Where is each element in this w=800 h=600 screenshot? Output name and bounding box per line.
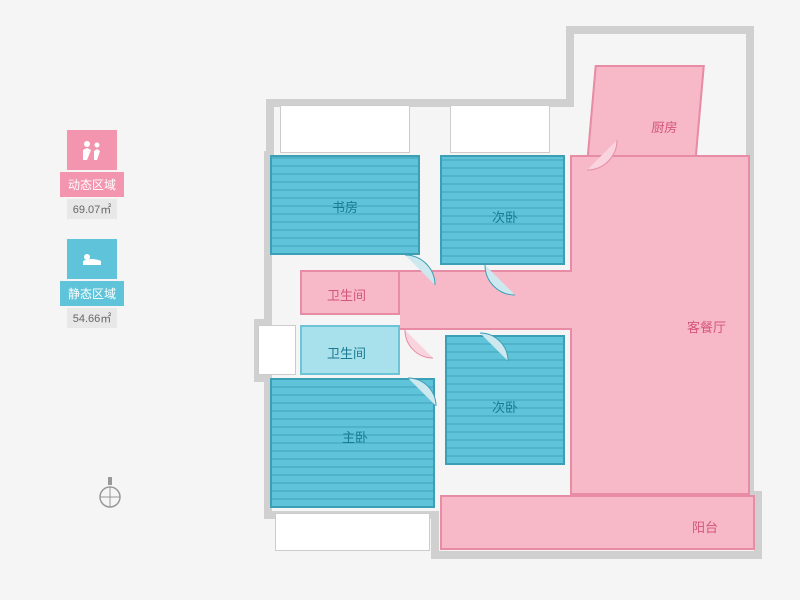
study-label: 书房 <box>332 197 358 216</box>
people-icon <box>67 130 117 170</box>
bedroom2b-label: 次卧 <box>492 397 518 416</box>
balcony-label: 阳台 <box>692 517 718 536</box>
floorplan-canvas: 厨房 客餐厅 书房 次卧 卫生间 卫生间 主卧 次卧 阳台 <box>230 25 770 585</box>
legend-static: 静态区域 54.66㎡ <box>60 239 124 328</box>
room-bath2: 卫生间 <box>300 325 400 375</box>
room-bedroom2a: 次卧 <box>440 155 565 265</box>
room-balcony: 阳台 <box>440 495 755 550</box>
living-label: 客餐厅 <box>687 317 726 336</box>
legend-dynamic-value: 69.07㎡ <box>67 199 118 219</box>
compass-icon <box>95 475 125 505</box>
room-study: 书房 <box>270 155 420 255</box>
window <box>450 105 550 153</box>
legend-static-value: 54.66㎡ <box>67 308 118 328</box>
legend-dynamic: 动态区域 69.07㎡ <box>60 130 124 219</box>
room-bedroom2b: 次卧 <box>445 335 565 465</box>
window <box>275 513 430 551</box>
legend-dynamic-label: 动态区域 <box>60 172 124 197</box>
legend-panel: 动态区域 69.07㎡ 静态区域 54.66㎡ <box>60 130 124 348</box>
legend-static-label: 静态区域 <box>60 281 124 306</box>
window <box>280 105 410 153</box>
bath2-label: 卫生间 <box>327 343 366 362</box>
room-corridor <box>400 270 572 330</box>
window <box>258 325 296 375</box>
room-bath1: 卫生间 <box>300 270 400 315</box>
kitchen-label: 厨房 <box>651 117 679 136</box>
room-living: 客餐厅 <box>570 155 750 495</box>
room-master: 主卧 <box>270 378 435 508</box>
sleep-icon <box>67 239 117 279</box>
master-label: 主卧 <box>342 427 368 446</box>
bedroom2a-label: 次卧 <box>492 207 518 226</box>
bath1-label: 卫生间 <box>327 285 366 304</box>
